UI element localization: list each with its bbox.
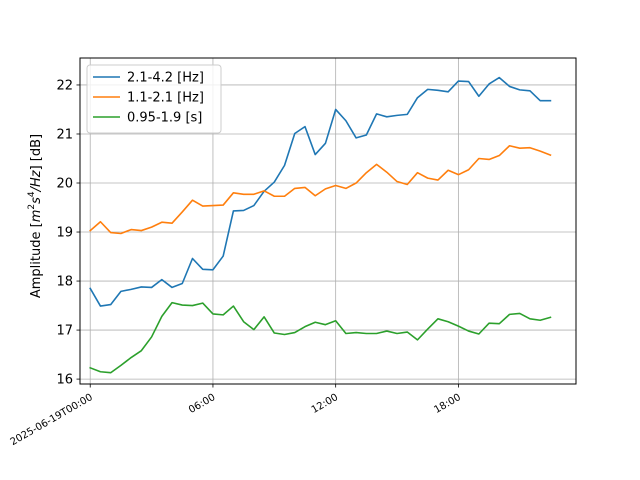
x-tick-label: 2025-06-19T00:00 xyxy=(9,392,95,448)
x-axis: 2025-06-19T00:00 06:00 12:00 18:00 xyxy=(9,384,463,448)
legend-entry: 0.95-1.9 [s] xyxy=(127,111,202,126)
y-tick-label: 22 xyxy=(56,78,73,93)
series-layer xyxy=(89,76,552,374)
x-tick-label: 18:00 xyxy=(432,392,462,416)
y-tick-label: 16 xyxy=(56,373,73,388)
x-tick-label: 06:00 xyxy=(187,392,217,416)
y-tick-label: 21 xyxy=(56,127,73,142)
y-axis: 16 17 18 19 20 21 22 xyxy=(56,78,80,388)
legend-entry: 1.1-2.1 [Hz] xyxy=(127,91,204,106)
series-line-0 xyxy=(89,76,552,307)
series-line-1 xyxy=(89,144,552,235)
y-axis-label: Amplitude [m2s4/Hz] [dB] xyxy=(27,134,44,298)
plot-frame xyxy=(79,57,577,385)
x-tick-label: 12:00 xyxy=(310,392,340,416)
y-tick-label: 20 xyxy=(56,177,73,192)
legend: 2.1-4.2 [Hz] 1.1-2.1 [Hz] 0.95-1.9 [s] xyxy=(86,64,222,134)
legend-entry: 2.1-4.2 [Hz] xyxy=(127,71,204,86)
y-tick-label: 19 xyxy=(56,226,73,241)
y-tick-label: 18 xyxy=(56,275,73,290)
legend-box xyxy=(86,64,222,134)
series-line-2 xyxy=(89,301,552,374)
y-tick-label: 17 xyxy=(56,324,73,339)
